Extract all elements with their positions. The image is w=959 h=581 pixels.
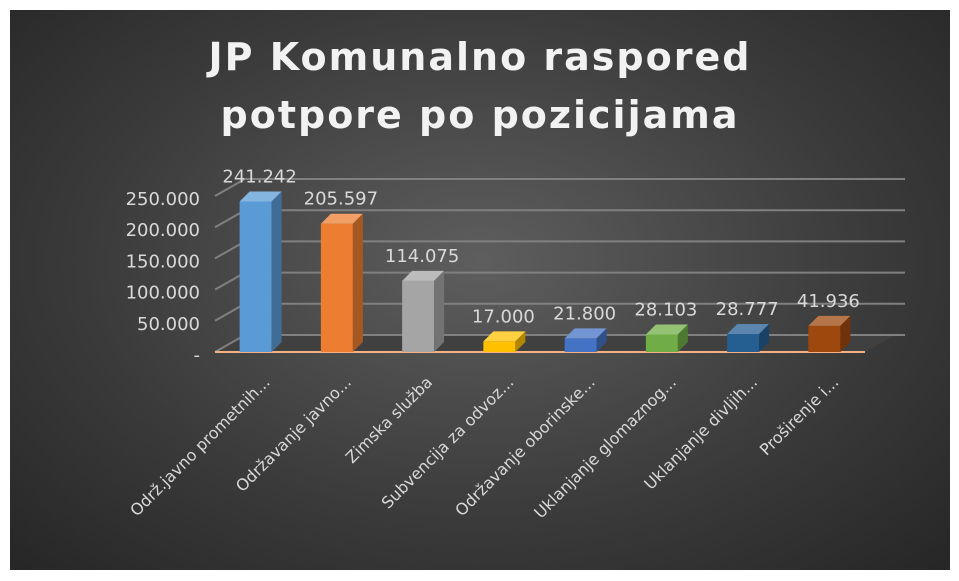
- value-label: 241.242: [222, 166, 296, 187]
- bar-side: [515, 331, 526, 352]
- floor: [215, 335, 895, 352]
- value-label: 21.800: [553, 303, 616, 324]
- bar-side: [271, 191, 282, 352]
- value-label: 205.597: [304, 189, 378, 210]
- bar-front: [564, 338, 597, 352]
- bar-side: [677, 324, 688, 352]
- value-label: 17.000: [472, 306, 535, 327]
- value-label: 41.936: [797, 291, 860, 312]
- x-tick-label: Zimska služba: [342, 373, 436, 467]
- bar-side: [840, 315, 851, 352]
- x-tick-label: Subvencija za odvoz...: [378, 373, 518, 513]
- value-label: 28.103: [634, 299, 697, 320]
- value-label: 114.075: [385, 246, 459, 267]
- bar-top: [645, 324, 688, 335]
- grid-line-wall: [214, 178, 246, 197]
- bar-side: [352, 213, 363, 352]
- bar-top: [239, 191, 282, 202]
- y-tick-label: 150.000: [126, 251, 200, 272]
- bar-top: [402, 270, 445, 281]
- bar-side: [759, 324, 770, 352]
- bar-top: [727, 324, 770, 335]
- chart-title: JP Komunalno raspored potpore po pozicij…: [208, 35, 752, 137]
- y-tick-label: -: [194, 345, 201, 366]
- y-tick-label: 100.000: [126, 283, 200, 304]
- y-tick-label: 250.000: [126, 189, 200, 210]
- y-tick-label: 200.000: [126, 220, 200, 241]
- bar-front: [483, 341, 516, 352]
- bar-front: [808, 325, 841, 352]
- bar-side: [434, 270, 445, 352]
- bar-top: [320, 213, 363, 224]
- bar-front: [402, 280, 435, 352]
- x-tick-label: Proširenje i...: [756, 373, 843, 460]
- bar-top: [808, 315, 851, 326]
- bar-side: [596, 328, 607, 352]
- y-tick-label: 50.000: [137, 314, 200, 335]
- x-tick-label: Uklanjanje glomaznog...: [530, 373, 680, 523]
- bar-front: [239, 201, 272, 352]
- x-tick-label: Održ.javno prometnih...: [126, 373, 273, 520]
- bar-front: [320, 223, 353, 352]
- bar-front: [645, 334, 678, 352]
- bar-top: [483, 331, 526, 342]
- x-tick-label: Održavanje oborinske...: [451, 373, 598, 520]
- bar-top: [564, 328, 607, 339]
- bar-front: [727, 334, 760, 352]
- value-label: 28.777: [716, 299, 779, 320]
- chart-area: [10, 10, 950, 570]
